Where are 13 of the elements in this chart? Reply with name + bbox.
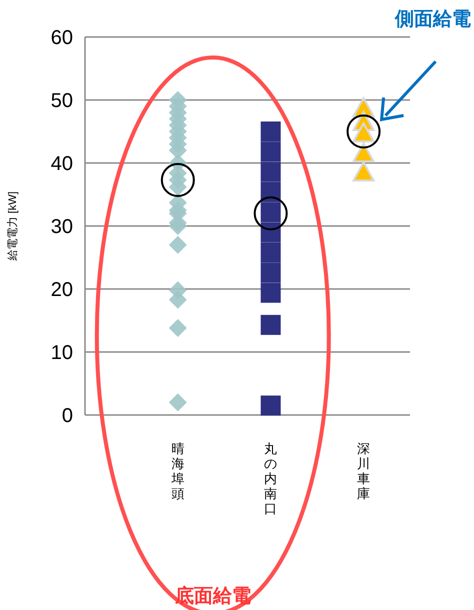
y-tick-label: 20 <box>50 279 73 301</box>
y-tick-label: 0 <box>62 405 73 427</box>
y-axis-title: 給電電力 [kW] <box>6 191 19 262</box>
x-tick-label: 深川車庫 <box>357 441 370 501</box>
y-tick-label: 50 <box>50 90 73 112</box>
x-tick-label: 晴海埠頭 <box>170 441 184 501</box>
y-tick-label: 30 <box>50 216 73 238</box>
text: 側面給電 <box>394 9 471 30</box>
y-tick-label: 60 <box>50 27 73 49</box>
y-tick-label: 10 <box>50 342 73 364</box>
text: 底面給電 <box>174 585 251 607</box>
y-tick-label: 40 <box>50 153 73 175</box>
x-tick-label: 丸の内南口 <box>264 441 278 516</box>
